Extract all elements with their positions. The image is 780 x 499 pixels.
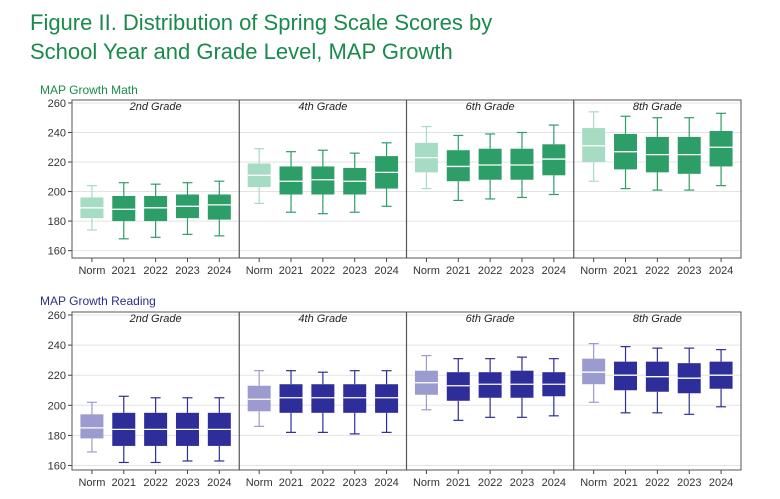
reading-x-tick-label: Norm	[246, 477, 273, 489]
reading-box-norm	[80, 414, 104, 439]
reading-x-tick-label: 2021	[613, 477, 637, 489]
math-y-tick-label: 160	[48, 246, 66, 258]
math-grade-header: 4th Grade	[298, 101, 347, 113]
figure-title-line-1: Figure II. Distribution of Spring Scale …	[30, 10, 493, 35]
reading-panel-label: MAP Growth Reading	[40, 294, 156, 308]
math-box-2021	[446, 150, 470, 182]
reading-x-tick-label: 2023	[510, 477, 534, 489]
figure-title: Figure II. Distribution of Spring Scale …	[30, 8, 750, 66]
math-x-tick-label: 2021	[279, 265, 303, 277]
math-y-tick-label: 240	[48, 127, 66, 139]
math-x-tick-label: Norm	[78, 265, 105, 277]
reading-x-tick-label: 2022	[645, 477, 669, 489]
reading-grade-header: 2nd Grade	[129, 313, 182, 325]
reading-x-tick-label: 2022	[311, 477, 335, 489]
math-box-2021	[112, 195, 136, 222]
reading-grade-header: 6th Grade	[466, 313, 515, 325]
reading-box-norm	[582, 358, 606, 385]
math-x-tick-label: 2021	[446, 265, 470, 277]
reading-y-tick-label: 200	[48, 400, 66, 412]
reading-x-tick-label: 2022	[143, 477, 167, 489]
math-x-tick-label: Norm	[246, 265, 273, 277]
math-grade-header: 8th Grade	[633, 101, 682, 113]
math-grade-header: 6th Grade	[466, 101, 515, 113]
math-x-tick-label: 2024	[709, 265, 733, 277]
math-x-tick-label: 2023	[342, 265, 366, 277]
reading-x-tick-label: 2021	[112, 477, 136, 489]
reading-y-tick-label: 220	[48, 370, 66, 382]
math-box-2024	[542, 144, 566, 176]
reading-y-tick-label: 260	[48, 310, 66, 322]
math-y-tick-label: 200	[48, 187, 66, 199]
reading-x-tick-label: 2024	[374, 477, 398, 489]
reading-x-tick-label: 2024	[542, 477, 566, 489]
math-y-tick-label: 180	[48, 216, 66, 228]
math-panel-label: MAP Growth Math	[40, 83, 138, 97]
reading-x-tick-label: 2021	[279, 477, 303, 489]
math-box-2024	[709, 131, 733, 167]
reading-box-2024	[375, 384, 399, 413]
reading-x-tick-label: 2022	[478, 477, 502, 489]
reading-x-tick-label: Norm	[78, 477, 105, 489]
math-x-tick-label: 2021	[613, 265, 637, 277]
math-grade-header: 2nd Grade	[129, 101, 182, 113]
math-box-2022	[478, 148, 502, 180]
math-x-tick-label: Norm	[580, 265, 607, 277]
reading-y-tick-label: 160	[48, 460, 66, 472]
math-x-tick-label: 2024	[542, 265, 566, 277]
reading-box-2022	[478, 372, 502, 398]
reading-y-tick-label: 180	[48, 430, 66, 442]
reading-x-tick-label: 2024	[709, 477, 733, 489]
reading-x-tick-label: 2024	[207, 477, 231, 489]
math-box-2022	[144, 195, 168, 222]
figure-title-line-2: School Year and Grade Level, MAP Growth	[30, 39, 453, 64]
reading-box-2022	[311, 384, 335, 413]
reading-x-tick-label: 2023	[342, 477, 366, 489]
reading-box-2021	[614, 361, 638, 391]
math-x-tick-label: 2024	[207, 265, 231, 277]
math-box-2024	[207, 194, 231, 220]
math-x-tick-label: 2023	[677, 265, 701, 277]
math-x-tick-label: Norm	[413, 265, 440, 277]
math-x-tick-label: 2021	[112, 265, 136, 277]
reading-box-2021	[446, 372, 470, 401]
reading-box-2023	[343, 384, 367, 413]
math-y-tick-label: 260	[48, 98, 66, 110]
reading-x-tick-label: 2021	[446, 477, 470, 489]
reading-grade-header: 4th Grade	[298, 313, 347, 325]
math-y-tick-label: 220	[48, 157, 66, 169]
math-x-tick-label: 2022	[311, 265, 335, 277]
math-box-2022	[311, 166, 335, 195]
math-x-tick-label: 2022	[645, 265, 669, 277]
reading-grade-header: 8th Grade	[633, 313, 682, 325]
reading-panel-frame	[71, 311, 742, 471]
math-x-tick-label: 2022	[143, 265, 167, 277]
math-box-norm	[582, 128, 606, 163]
reading-box-norm	[247, 385, 271, 412]
math-x-tick-label: 2022	[478, 265, 502, 277]
math-panel-frame	[71, 99, 742, 259]
math-x-tick-label: 2024	[374, 265, 398, 277]
reading-x-tick-label: Norm	[413, 477, 440, 489]
reading-x-tick-label: 2023	[175, 477, 199, 489]
reading-x-tick-label: 2023	[677, 477, 701, 489]
math-box-2023	[510, 148, 534, 180]
reading-box-2021	[279, 384, 303, 413]
math-x-tick-label: 2023	[510, 265, 534, 277]
math-x-tick-label: 2023	[175, 265, 199, 277]
reading-x-tick-label: Norm	[580, 477, 607, 489]
math-box-2023	[677, 136, 701, 174]
reading-y-tick-label: 240	[48, 340, 66, 352]
math-box-2021	[279, 166, 303, 195]
